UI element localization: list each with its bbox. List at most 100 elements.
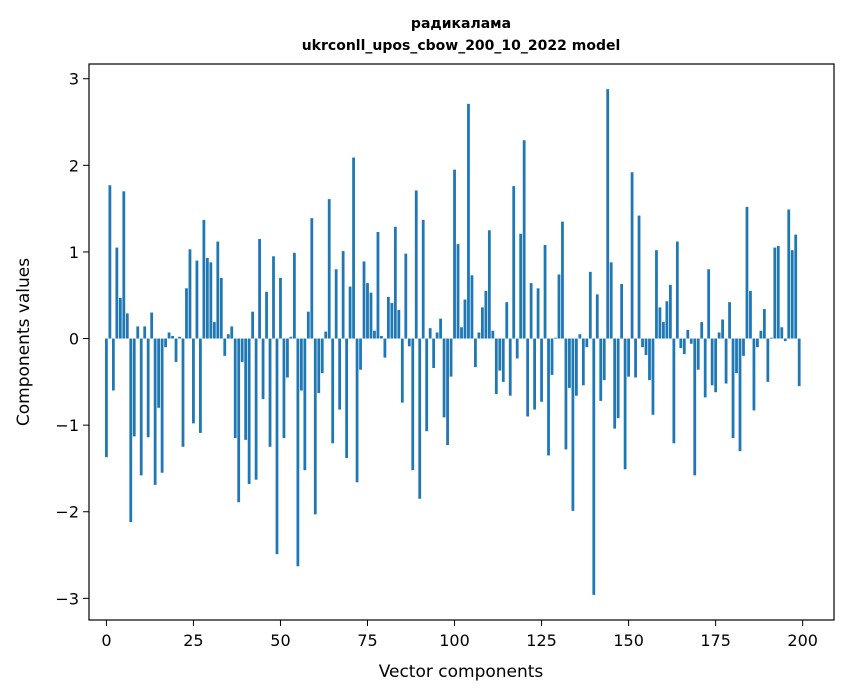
bar (724, 338, 728, 384)
bar (505, 302, 509, 339)
bar (164, 338, 167, 348)
x-tick-label: 150 (613, 631, 644, 650)
bar (185, 288, 188, 339)
bar (735, 338, 738, 374)
bar (477, 332, 481, 339)
x-tick-label: 125 (526, 631, 557, 650)
bar (487, 230, 491, 339)
bar (693, 338, 697, 476)
bar (550, 338, 554, 375)
bar (216, 241, 220, 339)
bar (470, 275, 474, 339)
bar (286, 338, 289, 378)
bar (390, 303, 394, 339)
bar (759, 330, 763, 339)
bar (554, 337, 557, 339)
bar (776, 245, 780, 339)
bar (439, 318, 443, 339)
bar (703, 338, 707, 398)
bar (682, 338, 686, 355)
bar (359, 338, 362, 370)
bar (787, 209, 791, 339)
bar (533, 338, 536, 410)
bar (665, 301, 669, 339)
bar (157, 338, 161, 408)
bar (345, 338, 349, 459)
bar (383, 338, 387, 358)
bar (289, 336, 293, 339)
bar (233, 338, 237, 439)
bar (432, 338, 436, 368)
x-tick-label: 100 (439, 631, 470, 650)
bar (261, 338, 265, 400)
plot-frame (88, 63, 835, 621)
bar (508, 338, 512, 396)
bar (174, 338, 178, 362)
bar (728, 302, 731, 339)
bar (675, 241, 679, 339)
bar (783, 338, 787, 342)
bar (588, 271, 592, 339)
bar (153, 338, 157, 485)
bar (752, 338, 756, 411)
bar (449, 338, 453, 377)
bar-series (105, 89, 801, 595)
bar (418, 338, 422, 499)
bar (561, 221, 564, 339)
bar (352, 157, 355, 339)
bar (205, 257, 209, 339)
y-axis-label: Components values (14, 258, 34, 426)
bar (756, 338, 759, 348)
bar (223, 338, 227, 356)
bar (679, 338, 683, 349)
bar (585, 338, 589, 348)
bar (380, 335, 383, 339)
bar (268, 338, 272, 447)
bar (627, 338, 630, 377)
bar (118, 297, 122, 339)
bar (644, 338, 648, 355)
bar (199, 338, 202, 433)
bar (522, 140, 526, 339)
bar (467, 103, 470, 339)
x-tick-label: 175 (700, 631, 731, 650)
bar (780, 327, 784, 339)
bar (136, 326, 140, 339)
x-axis-ticks: 0 25 50 75 100 125 150 175 200 (101, 620, 818, 650)
bar (202, 219, 206, 339)
bar (275, 338, 279, 555)
bar (602, 338, 606, 381)
bar (376, 232, 380, 339)
bar (327, 199, 331, 339)
bar (634, 338, 637, 378)
bar (797, 338, 801, 387)
bar (731, 338, 735, 439)
bar (453, 169, 456, 339)
x-axis-label: Vector components (379, 662, 544, 682)
bar (442, 338, 446, 418)
bar (578, 334, 582, 339)
y-tick-label: −3 (55, 589, 79, 608)
bar (574, 338, 578, 396)
bar (407, 338, 411, 347)
bar (620, 283, 624, 339)
bar (460, 327, 463, 339)
bar (547, 338, 550, 456)
bar (696, 338, 700, 370)
bar (219, 277, 223, 339)
x-tick-label: 200 (787, 631, 818, 650)
bar (689, 338, 693, 344)
bar (272, 256, 275, 339)
bar (630, 172, 634, 339)
bar (146, 338, 150, 438)
bar (139, 338, 143, 476)
bar (700, 322, 704, 339)
bar (568, 338, 571, 388)
bar (738, 338, 742, 452)
bar (293, 252, 296, 339)
bar (411, 338, 415, 471)
bar (557, 274, 561, 339)
bar (251, 311, 255, 339)
bar (543, 245, 547, 339)
